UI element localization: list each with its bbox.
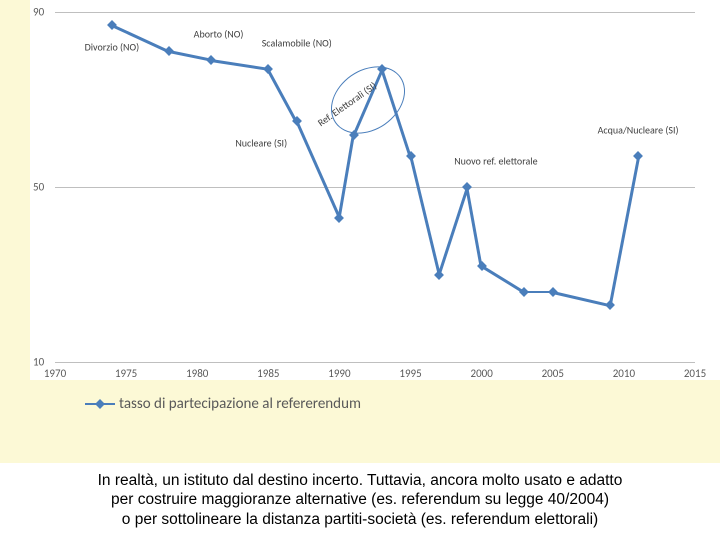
x-tick-label: 2015 [684,367,706,380]
data-point [605,300,615,310]
slide: 10 50 90 1970 1975 1980 1985 1990 1995 2000 2005 20… [0,0,720,540]
data-point [633,151,643,161]
x-tick-label: 2010 [613,367,635,380]
data-point [548,287,558,297]
data-point [164,46,174,56]
chart-container: 10 50 90 1970 1975 1980 1985 1990 1995 2000 2005 20… [0,0,720,470]
x-tick-label: 1975 [115,367,137,380]
legend-marker-icon [85,403,115,406]
chart-annotation: Scalamobile (NO) [262,36,332,49]
gridline [55,362,695,363]
chart-annotation: Nucleare (SI) [235,137,287,150]
x-tick-label: 2005 [542,367,564,380]
data-point [334,213,344,223]
line-segment [438,187,469,275]
line-segment [466,187,483,266]
gridline [55,12,695,13]
y-tick-label: 90 [33,6,44,19]
x-tick-label: 1970 [44,367,66,380]
data-point [263,64,273,74]
data-point [206,55,216,65]
chart-plot-area: 1050901970197519801985199019952000200520… [55,12,695,362]
caption-line-3: o per sottolineare la distanza partiti-s… [122,511,598,528]
caption-line-2: per costruire maggioranze alternative (e… [111,491,609,508]
line-segment [409,156,440,275]
chart-annotation: Divorzio (NO) [85,41,140,54]
caption-line-1: In realtà, un istituto dal destino incer… [98,472,623,489]
x-tick-label: 1985 [257,367,279,380]
x-tick-label: 1995 [399,367,421,380]
chart-annotation: Nuovo ref. elettorale [454,154,537,167]
caption-box: In realtà, un istituto dal destino incer… [0,463,720,540]
chart-annotation: Acqua/Nucleare (SI) [598,124,679,137]
line-segment [296,121,341,218]
line-segment [338,134,355,218]
data-point [434,270,444,280]
x-tick-label: 1980 [186,367,208,380]
x-tick-label: 1990 [328,367,350,380]
line-segment [552,291,609,307]
gridline [55,187,695,188]
line-segment [267,68,298,122]
line-segment [608,156,639,305]
chart-legend: tasso di partecipazione al refererendum [85,395,361,413]
data-point [519,287,529,297]
chart-annotation: Aborto (NO) [194,27,244,40]
legend-label: tasso di partecipazione al refererendum [119,395,361,413]
line-segment [211,59,268,70]
y-tick-label: 10 [33,356,44,369]
y-tick-label: 50 [33,181,44,194]
line-segment [481,265,525,293]
x-tick-label: 2000 [471,367,493,380]
